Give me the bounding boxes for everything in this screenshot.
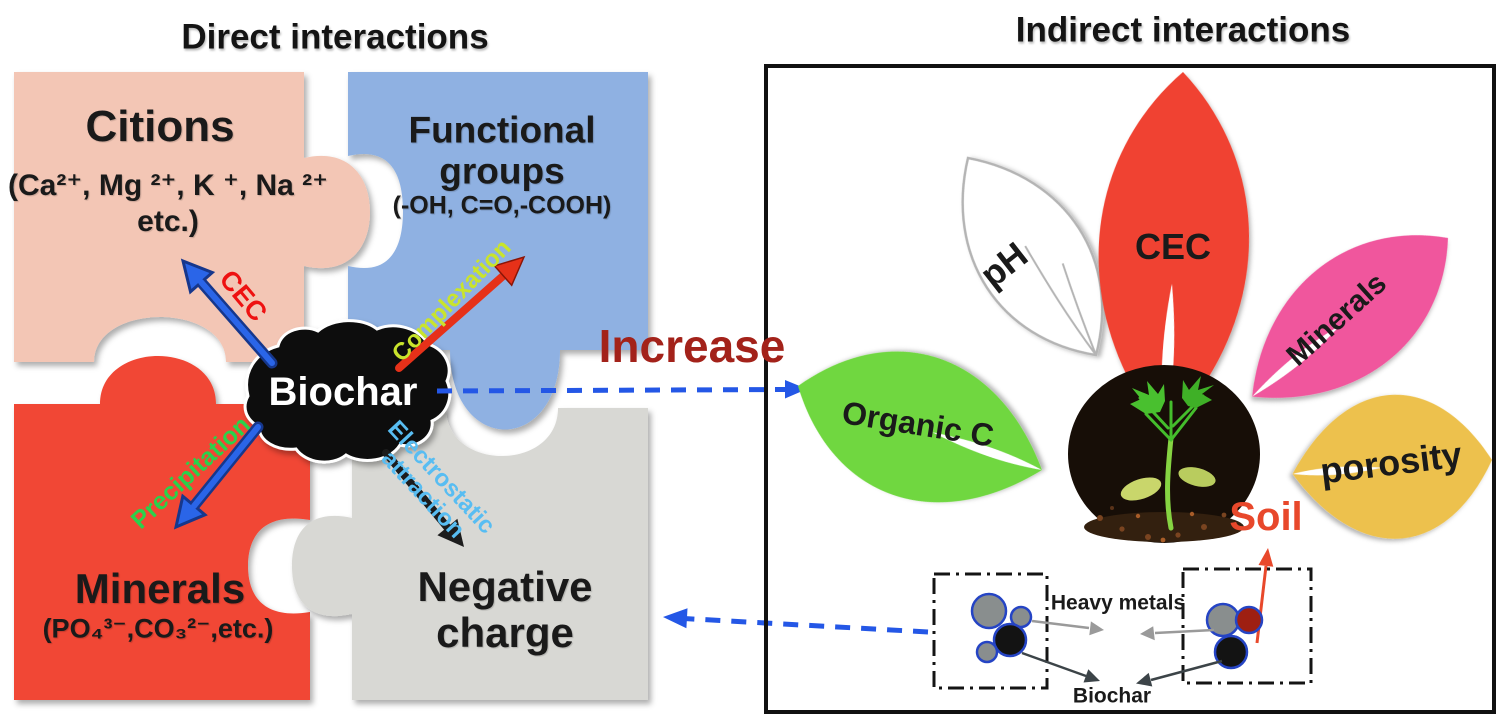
biochar-particles-label: Biochar bbox=[1072, 684, 1152, 708]
cations-list-line2: etc.) bbox=[137, 205, 199, 238]
leaf-minerals bbox=[1252, 235, 1448, 398]
puzzle-piece-minerals bbox=[14, 356, 310, 700]
indirect-interactions-title: Indirect interactions bbox=[1015, 10, 1351, 50]
negative-charge-title-line1: Negative bbox=[417, 563, 593, 610]
increase-dashed-arrow bbox=[436, 380, 807, 399]
complexation-arrow bbox=[395, 255, 526, 372]
leaf-porosity bbox=[1292, 394, 1492, 539]
soil-label: Soil bbox=[1229, 495, 1303, 539]
seedling-leaflet-left bbox=[1130, 381, 1165, 414]
cations-list-line1: (Ca²⁺, Mg ²⁺, K ⁺, Na ²⁺ bbox=[8, 169, 328, 202]
soil-speckles bbox=[1097, 506, 1227, 543]
seedling-cotyledon-right bbox=[1178, 467, 1216, 487]
direct-interactions-title: Direct interactions bbox=[181, 17, 489, 57]
cec-arrow bbox=[180, 258, 278, 369]
functional-groups-formula: (-OH, C=O,-COOH) bbox=[392, 191, 612, 220]
seedling-leaflet-right bbox=[1182, 376, 1214, 408]
negative-charge-title-line2: charge bbox=[436, 609, 574, 656]
seedling-stem bbox=[1165, 435, 1174, 531]
particle-dark-red bbox=[1234, 605, 1264, 635]
particle-box-left bbox=[932, 572, 1049, 690]
minerals-piece-title: Minerals bbox=[74, 565, 246, 612]
particle-gray-large bbox=[970, 592, 1008, 630]
particles-right-box bbox=[1205, 602, 1264, 670]
biochar-blob-label: Biochar bbox=[268, 370, 418, 414]
heavy-metals-arrow-left bbox=[1031, 619, 1104, 636]
soil-seedling-photo bbox=[1068, 365, 1260, 543]
leaf-cec-label: CEC bbox=[1134, 226, 1212, 267]
particles-left-box bbox=[970, 592, 1033, 664]
negative-charge-dashed-arrow bbox=[663, 608, 929, 635]
particle-box-right bbox=[1181, 567, 1313, 685]
particle-black bbox=[992, 622, 1028, 658]
increase-label: Increase bbox=[598, 320, 786, 372]
puzzle-piece-negative-charge bbox=[292, 408, 648, 700]
heavy-metals-label: Heavy metals bbox=[1050, 591, 1186, 615]
biochar-arrow-left bbox=[1021, 651, 1100, 683]
heavy-metals-arrow-right bbox=[1140, 626, 1215, 641]
leaf-ph bbox=[961, 156, 1104, 357]
precipitation-arrow bbox=[173, 421, 264, 530]
biochar-blob bbox=[243, 319, 452, 464]
electrostatic-arrow bbox=[382, 449, 464, 547]
functional-groups-title-line1: Functional bbox=[408, 109, 596, 151]
particle-black bbox=[1213, 634, 1249, 670]
cations-piece-title: Citions bbox=[85, 102, 235, 151]
functional-groups-title-line2: groups bbox=[439, 150, 565, 192]
minerals-formula: (PO₄³⁻,CO₃²⁻,etc.) bbox=[42, 613, 274, 644]
particle-gray-small-left bbox=[975, 640, 999, 664]
biochar-arrow-right bbox=[1136, 659, 1223, 687]
puzzle-piece-cations bbox=[14, 72, 370, 362]
seedling-cotyledon-left bbox=[1120, 477, 1162, 501]
leaf-organic-c bbox=[798, 351, 1042, 503]
indirect-panel-border bbox=[764, 64, 1496, 714]
